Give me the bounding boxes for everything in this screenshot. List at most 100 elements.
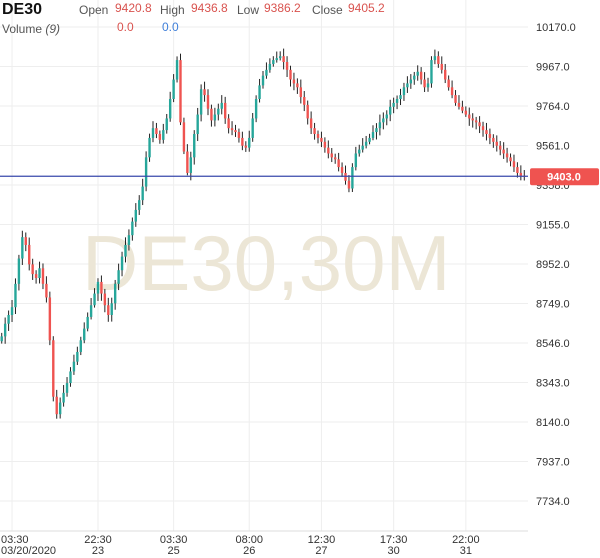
candle-body [426,83,430,88]
candle-body [45,283,48,298]
candle-body [413,75,416,80]
time-tick-label: 17:30 [380,534,408,546]
candle [227,114,230,134]
candle-body [24,237,27,245]
candle-body [38,268,41,279]
candle [344,165,347,185]
candle-body [468,114,471,119]
candle [124,237,127,263]
candle-body [179,60,182,123]
candle [347,175,351,193]
candle [327,140,330,159]
candle-body [399,95,402,99]
date-tick-label: 03/20/2020 [1,545,56,557]
candle [203,81,206,102]
candle [450,80,454,99]
candle-body [7,314,10,324]
candle [268,58,272,73]
candle-body [55,396,58,415]
candle [31,258,34,280]
candle-body [351,167,354,189]
candle-body [261,75,265,86]
candle [351,163,354,193]
candle-body [148,137,151,158]
candle-body [217,108,220,115]
candle-body [182,122,186,152]
candle-body [430,60,433,84]
time-tick-label: 22:00 [452,534,480,546]
candle-body [320,137,323,142]
candle-body [103,293,107,306]
candle [358,144,361,157]
candle [148,133,151,162]
candle-body [52,340,55,397]
time-tick-label: 03:30 [160,534,188,546]
candlestick-series [0,48,526,419]
candle-body [72,361,76,372]
candle-body [375,128,378,133]
candle [461,100,464,114]
candle-body [364,141,368,146]
candle [168,91,172,122]
candle [210,104,213,127]
candle [182,117,186,155]
date-tick-label: 25 [167,545,179,557]
candle-body [89,305,93,317]
candle [495,135,498,152]
price-tick-label: 9561.0 [536,141,570,153]
candle-body [234,130,237,133]
candle-body [488,134,492,138]
candle-body [86,316,89,329]
candle-body [309,118,313,129]
candle-body [423,79,426,88]
candle-body [48,297,52,341]
candle [402,82,406,101]
candle-body [502,149,505,154]
price-tick-label: 9155.0 [536,220,570,232]
candle [52,336,55,402]
candle [103,288,107,313]
candle [58,397,62,419]
time-tick-label: 12:30 [308,534,336,546]
candle-body [196,114,199,135]
price-tick-label: 9764.0 [536,101,570,113]
candle [186,144,189,176]
candle [426,77,430,92]
candle [107,297,110,322]
date-tick-label: 27 [315,545,327,557]
time-axis-ticks: 03:3003/20/202022:302303:302508:002612:3… [1,534,480,557]
candle-body [62,392,65,403]
candle-body [223,102,227,119]
candle-body [96,281,100,294]
time-tick-label: 03:30 [1,534,29,546]
candle [3,317,7,344]
candle-body [409,79,413,84]
date-tick-label: 26 [243,545,255,557]
candle [189,151,193,181]
candle-body [213,114,217,121]
date-tick-label: 30 [388,545,400,557]
candle [509,153,512,167]
high-label: High [160,3,185,17]
candle [96,278,100,301]
date-tick-label: 23 [92,545,104,557]
candle [258,78,261,103]
symbol-watermark: DE30,30M [82,219,451,307]
candle [485,122,488,141]
candle [83,322,86,344]
candle-body [21,237,24,259]
candle [440,56,443,74]
candle [340,162,344,178]
candle [151,121,155,143]
candle [110,297,113,322]
candle-body [340,167,344,173]
candle-body [175,60,179,80]
candle [368,133,371,145]
candle-body [220,102,223,109]
candle-body [144,157,148,187]
candle-body [272,60,275,64]
candle [65,377,69,397]
candle [392,97,395,114]
date-tick-label: 31 [460,545,472,557]
